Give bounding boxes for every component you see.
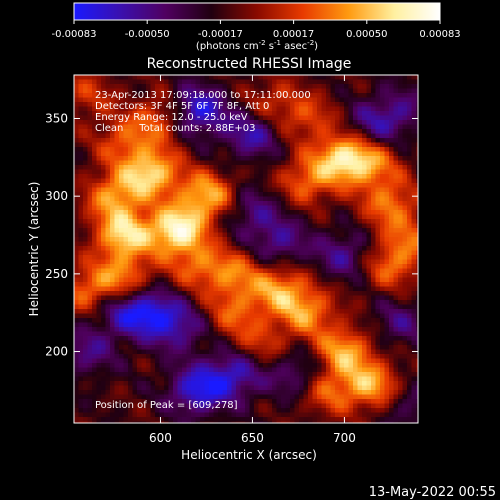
annotations: 23-Apr-2013 17:09:18.000 to 17:11:00.000… (95, 90, 311, 411)
y-tick-label: 250 (45, 267, 68, 281)
colorbar-tick-label: -0.00050 (125, 29, 170, 40)
x-tick-label: 700 (333, 431, 356, 445)
x-axis-label: Heliocentric X (arcsec) (181, 448, 317, 462)
peak-position-label: Position of Peak = [609,278] (95, 400, 238, 411)
x-axis-ticks: 600 650 700 (149, 75, 356, 445)
colorbar-tick-label: -0.00083 (52, 29, 97, 40)
colorbar-gradient (73, 2, 441, 21)
colorbar-unit-label: (photons cm-2 s-1 asec-2) (196, 39, 318, 52)
colorbar: -0.00083 -0.00050 -0.00017 0.00017 0.00050 0.… (52, 2, 461, 52)
y-axis-ticks: 200 250 300 350 (45, 112, 418, 359)
x-tick-label: 650 (241, 431, 264, 445)
annotation-clean-counts: Clean Total counts: 2.88E+03 (95, 123, 255, 134)
plot-frame (73, 74, 419, 424)
y-axis-label: Heliocentric Y (arcsec) (27, 182, 41, 317)
colorbar-ticks: -0.00083 -0.00050 -0.00017 0.00017 0.00050 0.… (52, 20, 461, 40)
annotation-energy-range: Energy Range: 12.0 - 25.0 keV (95, 112, 248, 123)
colorbar-tick-label: -0.00017 (198, 29, 243, 40)
y-tick-label: 300 (45, 189, 68, 203)
colorbar-tick-label: 0.00017 (273, 29, 314, 40)
heatmap-image (74, 75, 418, 423)
y-tick-label: 200 (45, 345, 68, 359)
chart-title: Reconstructed RHESSI Image (147, 56, 352, 72)
annotation-time-range: 23-Apr-2013 17:09:18.000 to 17:11:00.000 (95, 90, 311, 101)
colorbar-tick-label: 0.00050 (346, 29, 387, 40)
annotation-detectors: Detectors: 3F 4F 5F 6F 7F 8F, Att 0 (95, 101, 269, 112)
y-tick-label: 350 (45, 112, 68, 126)
footer-timestamp: 13-May-2022 00:55 (369, 485, 496, 500)
x-tick-label: 600 (149, 431, 172, 445)
colorbar-tick-label: 0.00083 (419, 29, 460, 40)
